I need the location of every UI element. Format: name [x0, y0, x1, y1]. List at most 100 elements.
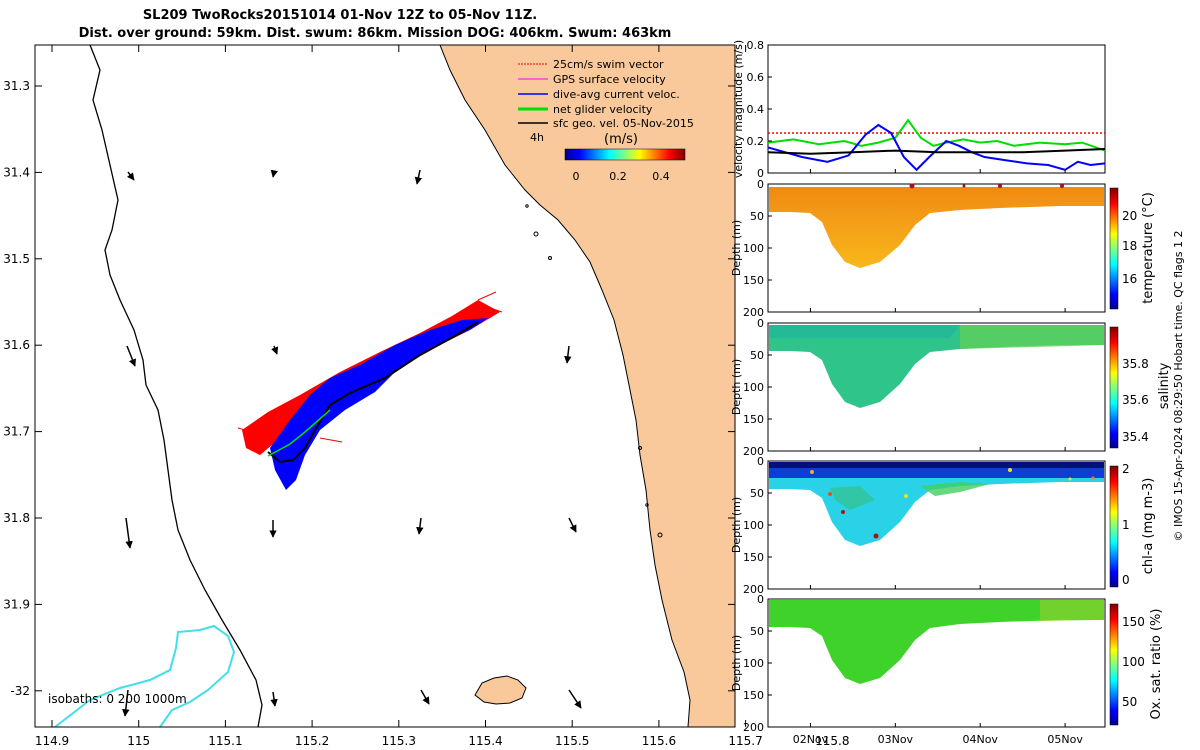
x-tick-label: 115.3 — [382, 734, 416, 748]
x-tick-label: 115.2 — [295, 734, 329, 748]
oxygen-panel: 50 100 150 Ox. sat. ratio (%) — [767, 598, 1164, 728]
map-panel: 25cm/s swim vector GPS surface velocity … — [3, 44, 849, 748]
y-tick-label: 0 — [757, 178, 764, 191]
depth-sections: 16 18 20 temperature (°C) 35.4 35.6 35.8… — [730, 169, 1172, 746]
cbar-tick: 0 — [1122, 573, 1130, 587]
chla-colorbar — [1109, 465, 1119, 588]
colorbar-unit: (m/s) — [604, 132, 638, 147]
coastline-land — [439, 45, 735, 727]
y-tick-label: 0 — [757, 593, 764, 606]
island — [474, 675, 527, 705]
x-tick-label: 115.8 — [815, 734, 849, 748]
x-tick-label: 03Nov — [878, 733, 914, 746]
x-tick-label: 115.1 — [208, 734, 242, 748]
colorbar-tick: 0.4 — [652, 170, 670, 183]
cbar-tick: 150 — [1122, 615, 1145, 629]
current-vector-band — [270, 318, 488, 490]
depth-label: Depth (m) — [730, 359, 743, 415]
y-tick-label: 150 — [743, 413, 764, 426]
y-tick-label: 50 — [750, 210, 764, 223]
y-tick-label: 100 — [743, 657, 764, 670]
depth-label: Depth (m) — [730, 497, 743, 553]
velocity-series — [767, 118, 1106, 172]
scale-label: 4h — [530, 131, 544, 144]
y-tick-label: 200 — [743, 445, 764, 458]
cbar-tick: 35.4 — [1122, 430, 1149, 444]
credit-text: © IMOS 15-Apr-2024 08:29:50 Hobart time.… — [1172, 231, 1185, 542]
y-tick-label: 200 — [743, 721, 764, 734]
x-tick-label: 115.7 — [728, 734, 762, 748]
y-tick-label: 50 — [750, 487, 764, 500]
glider-path — [267, 321, 479, 464]
temperature-panel: 16 18 20 temperature (°C) — [767, 183, 1156, 313]
temperature-section-fill — [769, 187, 1104, 268]
legend-label: sfc geo. vel. 05-Nov-2015 — [553, 117, 694, 130]
velocity-panel: 0 0.2 0.4 0.6 0.8 velocity magnitude (m/s) — [732, 39, 1106, 180]
y-tick-label: 100 — [743, 242, 764, 255]
geostrophic-arrows — [122, 169, 582, 717]
y-tick-label: 0 — [757, 317, 764, 330]
y-tick-label: 200 — [743, 306, 764, 319]
cbar-tick: 20 — [1122, 209, 1137, 223]
y-tick-label: 31.4 — [3, 165, 30, 179]
y-tick-label: 50 — [750, 349, 764, 362]
y-tick-label: 100 — [743, 519, 764, 532]
x-tick-label: 115.6 — [642, 734, 676, 748]
velocity-series-line — [767, 148, 1106, 155]
legend-label: dive-avg current veloc. — [553, 88, 680, 101]
y-tick-label: 0.4 — [747, 103, 765, 116]
x-tick-label: 115.5 — [555, 734, 589, 748]
cbar-tick: 35.6 — [1122, 393, 1149, 407]
velocity-ylabel: velocity magnitude (m/s) — [732, 40, 745, 178]
y-tick-label: 0.8 — [747, 39, 765, 52]
x-tick-label: 04Nov — [962, 733, 998, 746]
y-tick-label: 31.3 — [3, 79, 30, 93]
temperature-cbar-label: temperature (°C) — [1141, 192, 1156, 304]
depth-label: Depth (m) — [730, 220, 743, 276]
cbar-tick: 35.8 — [1122, 357, 1149, 371]
legend-label: net glider velocity — [553, 103, 653, 116]
x-tick-label: 115.4 — [468, 734, 502, 748]
salinity-panel: 35.4 35.6 35.8 salinity — [767, 322, 1172, 452]
cbar-tick: 2 — [1122, 462, 1130, 476]
map-x-axis: 114.9 115 115.1 115.2 115.3 115.4 115.5 115.6 11… — [35, 45, 849, 748]
y-tick-label: 0.2 — [747, 135, 765, 148]
y-tick-label: 31.7 — [3, 425, 30, 439]
isobath-note: isobaths: 0 200 1000m — [48, 692, 187, 706]
colorbar-tick: 0.2 — [609, 170, 627, 183]
glider-track — [237, 291, 503, 490]
time-axis: 02Nov 03Nov 04Nov 05Nov — [793, 169, 1083, 746]
legend-label: 25cm/s swim vector — [553, 58, 664, 71]
velocity-series-line — [767, 123, 1106, 172]
oxygen-cbar-label: Ox. sat. ratio (%) — [1149, 609, 1164, 720]
map-colorbar — [564, 148, 686, 161]
legend-label: GPS surface velocity — [553, 73, 666, 86]
figure-title: SL209 TwoRocks20151014 01-Nov 12Z to 05-… — [142, 8, 538, 23]
y-tick-label: 0 — [757, 167, 764, 180]
oxygen-section-fill — [769, 600, 1104, 684]
isobath-1000m — [54, 624, 236, 727]
y-tick-label: 31.5 — [3, 252, 30, 266]
y-tick-label: 31.9 — [3, 597, 30, 611]
y-tick-label: 50 — [750, 625, 764, 638]
y-tick-label: 0 — [757, 455, 764, 468]
depth-axes: 0 50 100 150 200 Depth (m) 0 50 100 150 200 Depth (… — [730, 178, 772, 734]
oxygen-colorbar — [1109, 603, 1119, 726]
chla-section-fill — [769, 462, 1104, 546]
y-tick-label: 31.6 — [3, 338, 30, 352]
cbar-tick: 100 — [1122, 655, 1145, 669]
y-tick-label: 150 — [743, 274, 764, 287]
chla-cbar-label: chl-a (mg m-3) — [1141, 478, 1156, 575]
map-legend: 25cm/s swim vector GPS surface velocity … — [518, 58, 694, 183]
x-tick-label: 05Nov — [1047, 733, 1083, 746]
salinity-cbar-label: salinity — [1157, 362, 1172, 409]
cbar-tick: 18 — [1122, 239, 1137, 253]
net-velocity-path — [267, 409, 331, 457]
temperature-colorbar — [1109, 187, 1119, 310]
x-tick-label: 114.9 — [35, 734, 69, 748]
y-tick-label: 31.8 — [3, 511, 30, 525]
chla-panel: 0 1 2 chl-a (mg m-3) — [767, 460, 1156, 590]
map-y-axis: 31.3 31.4 31.5 31.6 31.7 31.8 31.9 -32 — [3, 79, 735, 698]
y-tick-label: 100 — [743, 381, 764, 394]
